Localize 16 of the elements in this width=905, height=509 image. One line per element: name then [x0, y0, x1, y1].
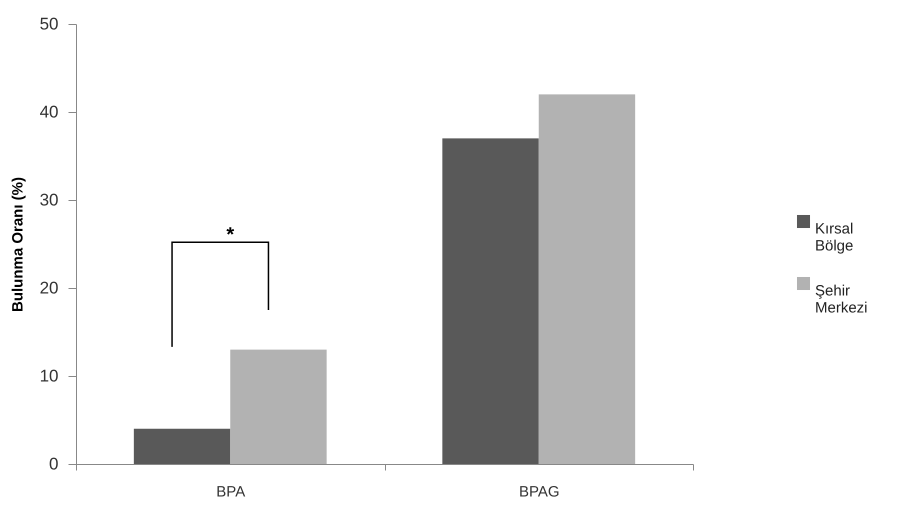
y-tick-label: 30	[40, 190, 58, 210]
y-axis-title: Bulunma Oranı (%)	[10, 176, 27, 312]
bar	[442, 138, 539, 464]
y-tick-label: 0	[49, 454, 58, 474]
x-tick-label: BPA	[216, 484, 246, 500]
annotation: *	[226, 224, 234, 246]
y-tick-label: 50	[40, 14, 58, 34]
bar	[134, 428, 230, 464]
x-tick-label: BPAG	[518, 484, 560, 500]
legend-label: Kırsal Bölge	[815, 220, 854, 254]
y-tick-label: 20	[40, 278, 58, 298]
y-tick-label: 40	[40, 102, 58, 122]
y-tick-label: 10	[40, 366, 58, 386]
bar	[230, 350, 327, 464]
legend-label: Şehir Merkezi	[815, 282, 868, 316]
bar	[538, 94, 636, 464]
